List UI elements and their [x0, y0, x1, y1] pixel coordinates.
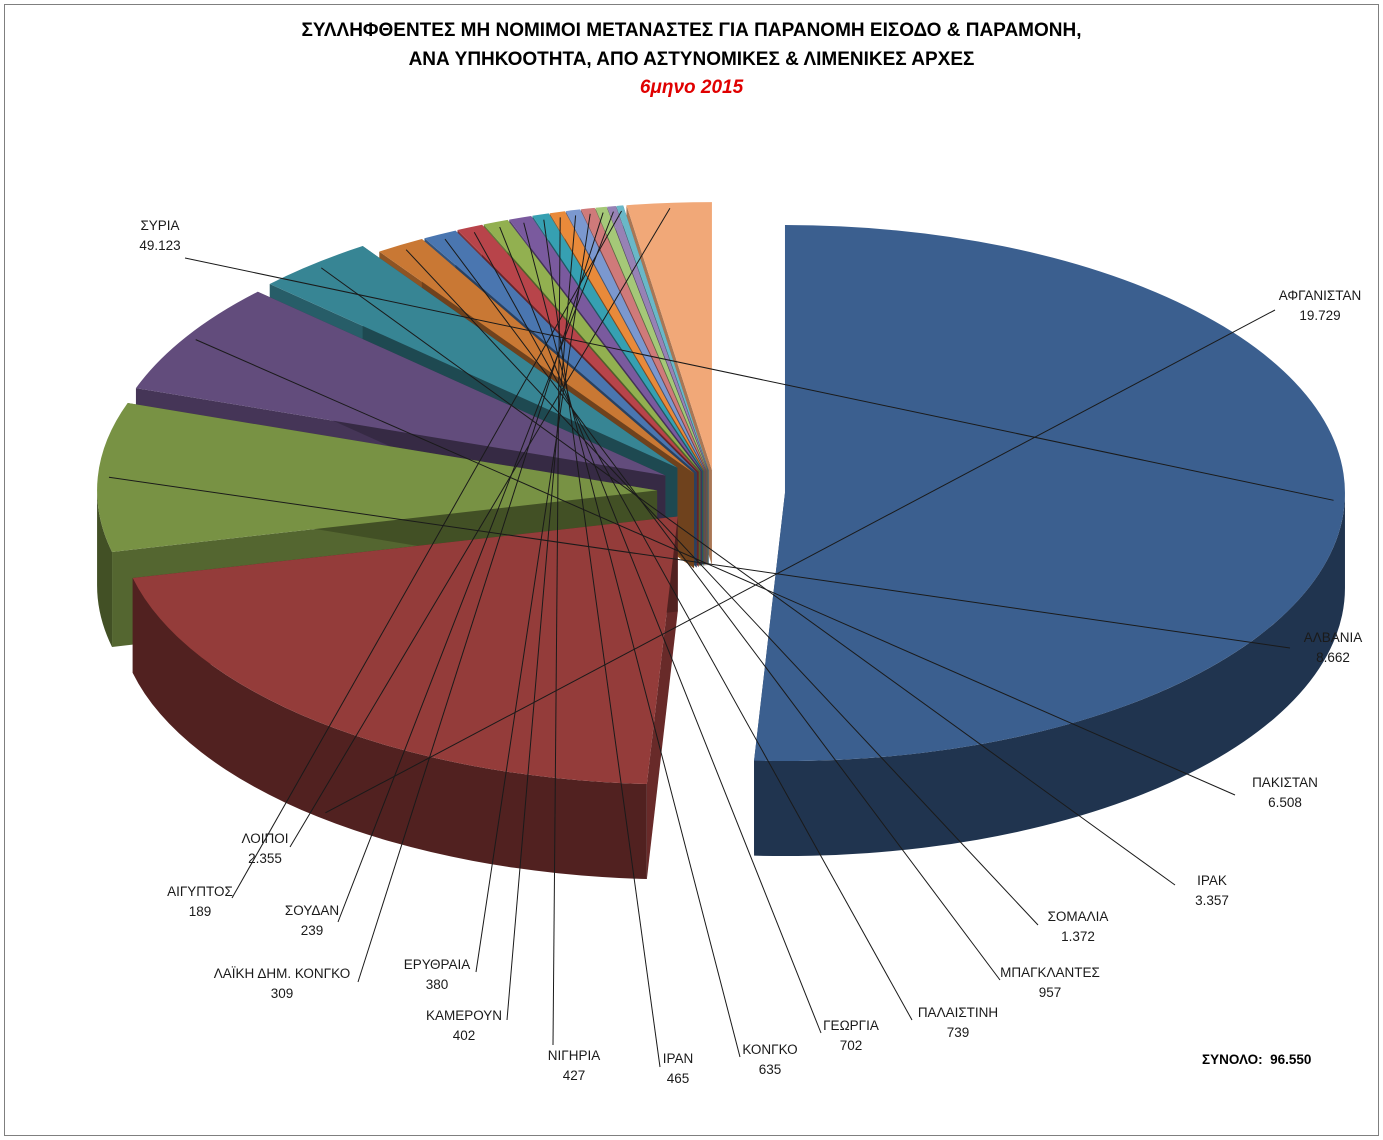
slice-side	[132, 578, 647, 880]
leader-line-καμερουν	[506, 215, 577, 1021]
slice-top	[616, 205, 709, 471]
slice-side	[97, 490, 113, 647]
slice-value-ερυθραια: 380	[426, 977, 449, 992]
leader-line-γεωργια	[499, 226, 822, 1034]
slice-top	[97, 403, 658, 552]
pie-slice-αφγανισταν	[132, 516, 678, 880]
slice-label-λοιποι: ΛΟΙΠΟΙ	[242, 831, 289, 846]
slice-value-καμερουν: 402	[453, 1028, 476, 1043]
leader-line-νιγηρια	[552, 217, 561, 1046]
slice-top	[509, 215, 703, 472]
leader-line-λοιποι	[289, 207, 671, 848]
leader-line-λαικη-δημ-κονγκο	[357, 212, 604, 983]
slice-top	[581, 207, 707, 471]
slice-label-γεωργια: ΓΕΩΡΓΙΑ	[823, 1018, 879, 1033]
slice-top	[269, 246, 678, 468]
slice-top	[626, 202, 712, 471]
leader-line-αφγανισταν	[325, 309, 1276, 814]
slice-label-ιρακ: ΙΡΑΚ	[1197, 873, 1227, 888]
slice-label-μπαγκλαντες: ΜΠΑΓΚΛΑΝΤΕΣ	[1000, 965, 1100, 980]
leader-line-ερυθραια	[475, 213, 591, 973]
slice-value-αφγανισταν: 19.729	[1299, 308, 1340, 323]
slice-label-νιγηρια: ΝΙΓΗΡΙΑ	[548, 1048, 600, 1063]
slice-value-λαικη-δημ-κονγκο: 309	[271, 986, 294, 1001]
slice-labels: ΣΥΡΙΑ 49.123 ΑΦΓΑΝΙΣΤΑΝ 19.729 ΑΛΒΑΝΙΑ 8.662 Π…	[139, 218, 1362, 1086]
leader-line-ιρακ	[320, 267, 1176, 886]
leader-line-συρια	[184, 257, 1334, 501]
slice-label-συρια: ΣΥΡΙΑ	[140, 218, 179, 233]
slice-label-πακισταν: ΠΑΚΙΣΤΑΝ	[1252, 775, 1318, 790]
slice-top	[595, 206, 708, 471]
leader-line-πακισταν	[195, 339, 1236, 796]
slice-label-ιραν: ΙΡΑΝ	[663, 1051, 694, 1066]
chart-title-line2: ΑΝΑ ΥΠΗΚΟΟΤΗΤΑ, ΑΠΟ ΑΣΤΥΝΟΜΙΚΕΣ & ΛΙΜΕΝΙ…	[408, 49, 975, 70]
slice-label-αλβανια: ΑΛΒΑΝΙΑ	[1304, 630, 1363, 645]
total-label: ΣΥΝΟΛΟ: 96.550	[1202, 1052, 1312, 1067]
leader-lines	[108, 207, 1334, 1068]
slice-label-αφγανισταν: ΑΦΓΑΝΙΣΤΑΝ	[1279, 288, 1361, 303]
slice-top	[132, 516, 678, 785]
slice-value-νιγηρια: 427	[563, 1068, 586, 1083]
leader-line-μπαγκλαντες	[444, 238, 1001, 981]
slice-side	[754, 493, 1345, 857]
slice-top	[135, 291, 666, 476]
leader-line-αιγυπτος	[231, 210, 622, 899]
slice-value-σουδαν: 239	[301, 923, 324, 938]
slice-value-σομαλια: 1.372	[1061, 929, 1095, 944]
slice-top	[565, 209, 706, 471]
slice-top	[532, 213, 704, 471]
slice-value-ιραν: 465	[667, 1071, 690, 1086]
slice-value-λοιποι: 2.355	[248, 851, 282, 866]
pie-slices	[97, 202, 1345, 880]
slice-value-αλβανια: 8.662	[1316, 650, 1350, 665]
chart-subtitle: 6μηνο 2015	[639, 77, 744, 98]
leader-line-σομαλια	[405, 249, 1039, 926]
slice-value-παλαιστινη: 739	[947, 1025, 970, 1040]
slice-value-γεωργια: 702	[840, 1038, 863, 1053]
slice-label-λαικη-δημ-κονγκο: ΛΑΪΚΗ ΔΗΜ. ΚΟΝΓΚΟ	[214, 966, 350, 981]
chart-title-line1: ΣΥΛΛΗΦΘΕΝΤΕΣ ΜΗ ΝΟΜΙΜΟΙ ΜΕΤΑΝΑΣΤΕΣ ΓΙΑ Π…	[301, 20, 1082, 41]
slice-top	[457, 224, 699, 472]
slice-label-καμερουν: ΚΑΜΕΡΟΥΝ	[426, 1008, 502, 1023]
slice-label-σουδαν: ΣΟΥΔΑΝ	[285, 903, 339, 918]
slice-top	[379, 239, 695, 474]
pie-slice-συρια	[754, 225, 1345, 857]
slice-top	[424, 230, 697, 473]
slice-label-ερυθραια: ΕΡΥΘΡΑΙΑ	[404, 957, 471, 972]
slice-value-ιρακ: 3.357	[1195, 893, 1229, 908]
slice-value-μπαγκλαντες: 957	[1039, 985, 1062, 1000]
slice-label-παλαιστινη: ΠΑΛΑΙΣΤΙΝΗ	[918, 1005, 998, 1020]
leader-line-παλαιστινη	[473, 231, 913, 1021]
slice-value-πακισταν: 6.508	[1268, 795, 1302, 810]
slice-value-συρια: 49.123	[139, 238, 180, 253]
slice-label-σομαλια: ΣΟΜΑΛΙΑ	[1048, 909, 1109, 924]
slice-top	[483, 219, 701, 472]
slice-value-αιγυπτος: 189	[189, 904, 212, 919]
slice-label-αιγυπτος: ΑΙΓΥΠΤΟΣ	[167, 884, 233, 899]
slice-value-κονγκο: 635	[759, 1062, 782, 1077]
leader-line-σουδαν	[337, 211, 614, 923]
slice-top	[754, 225, 1345, 762]
slice-label-κονγκο: ΚΟΝΓΚΟ	[742, 1042, 797, 1057]
leader-line-κονγκο	[523, 222, 741, 1058]
